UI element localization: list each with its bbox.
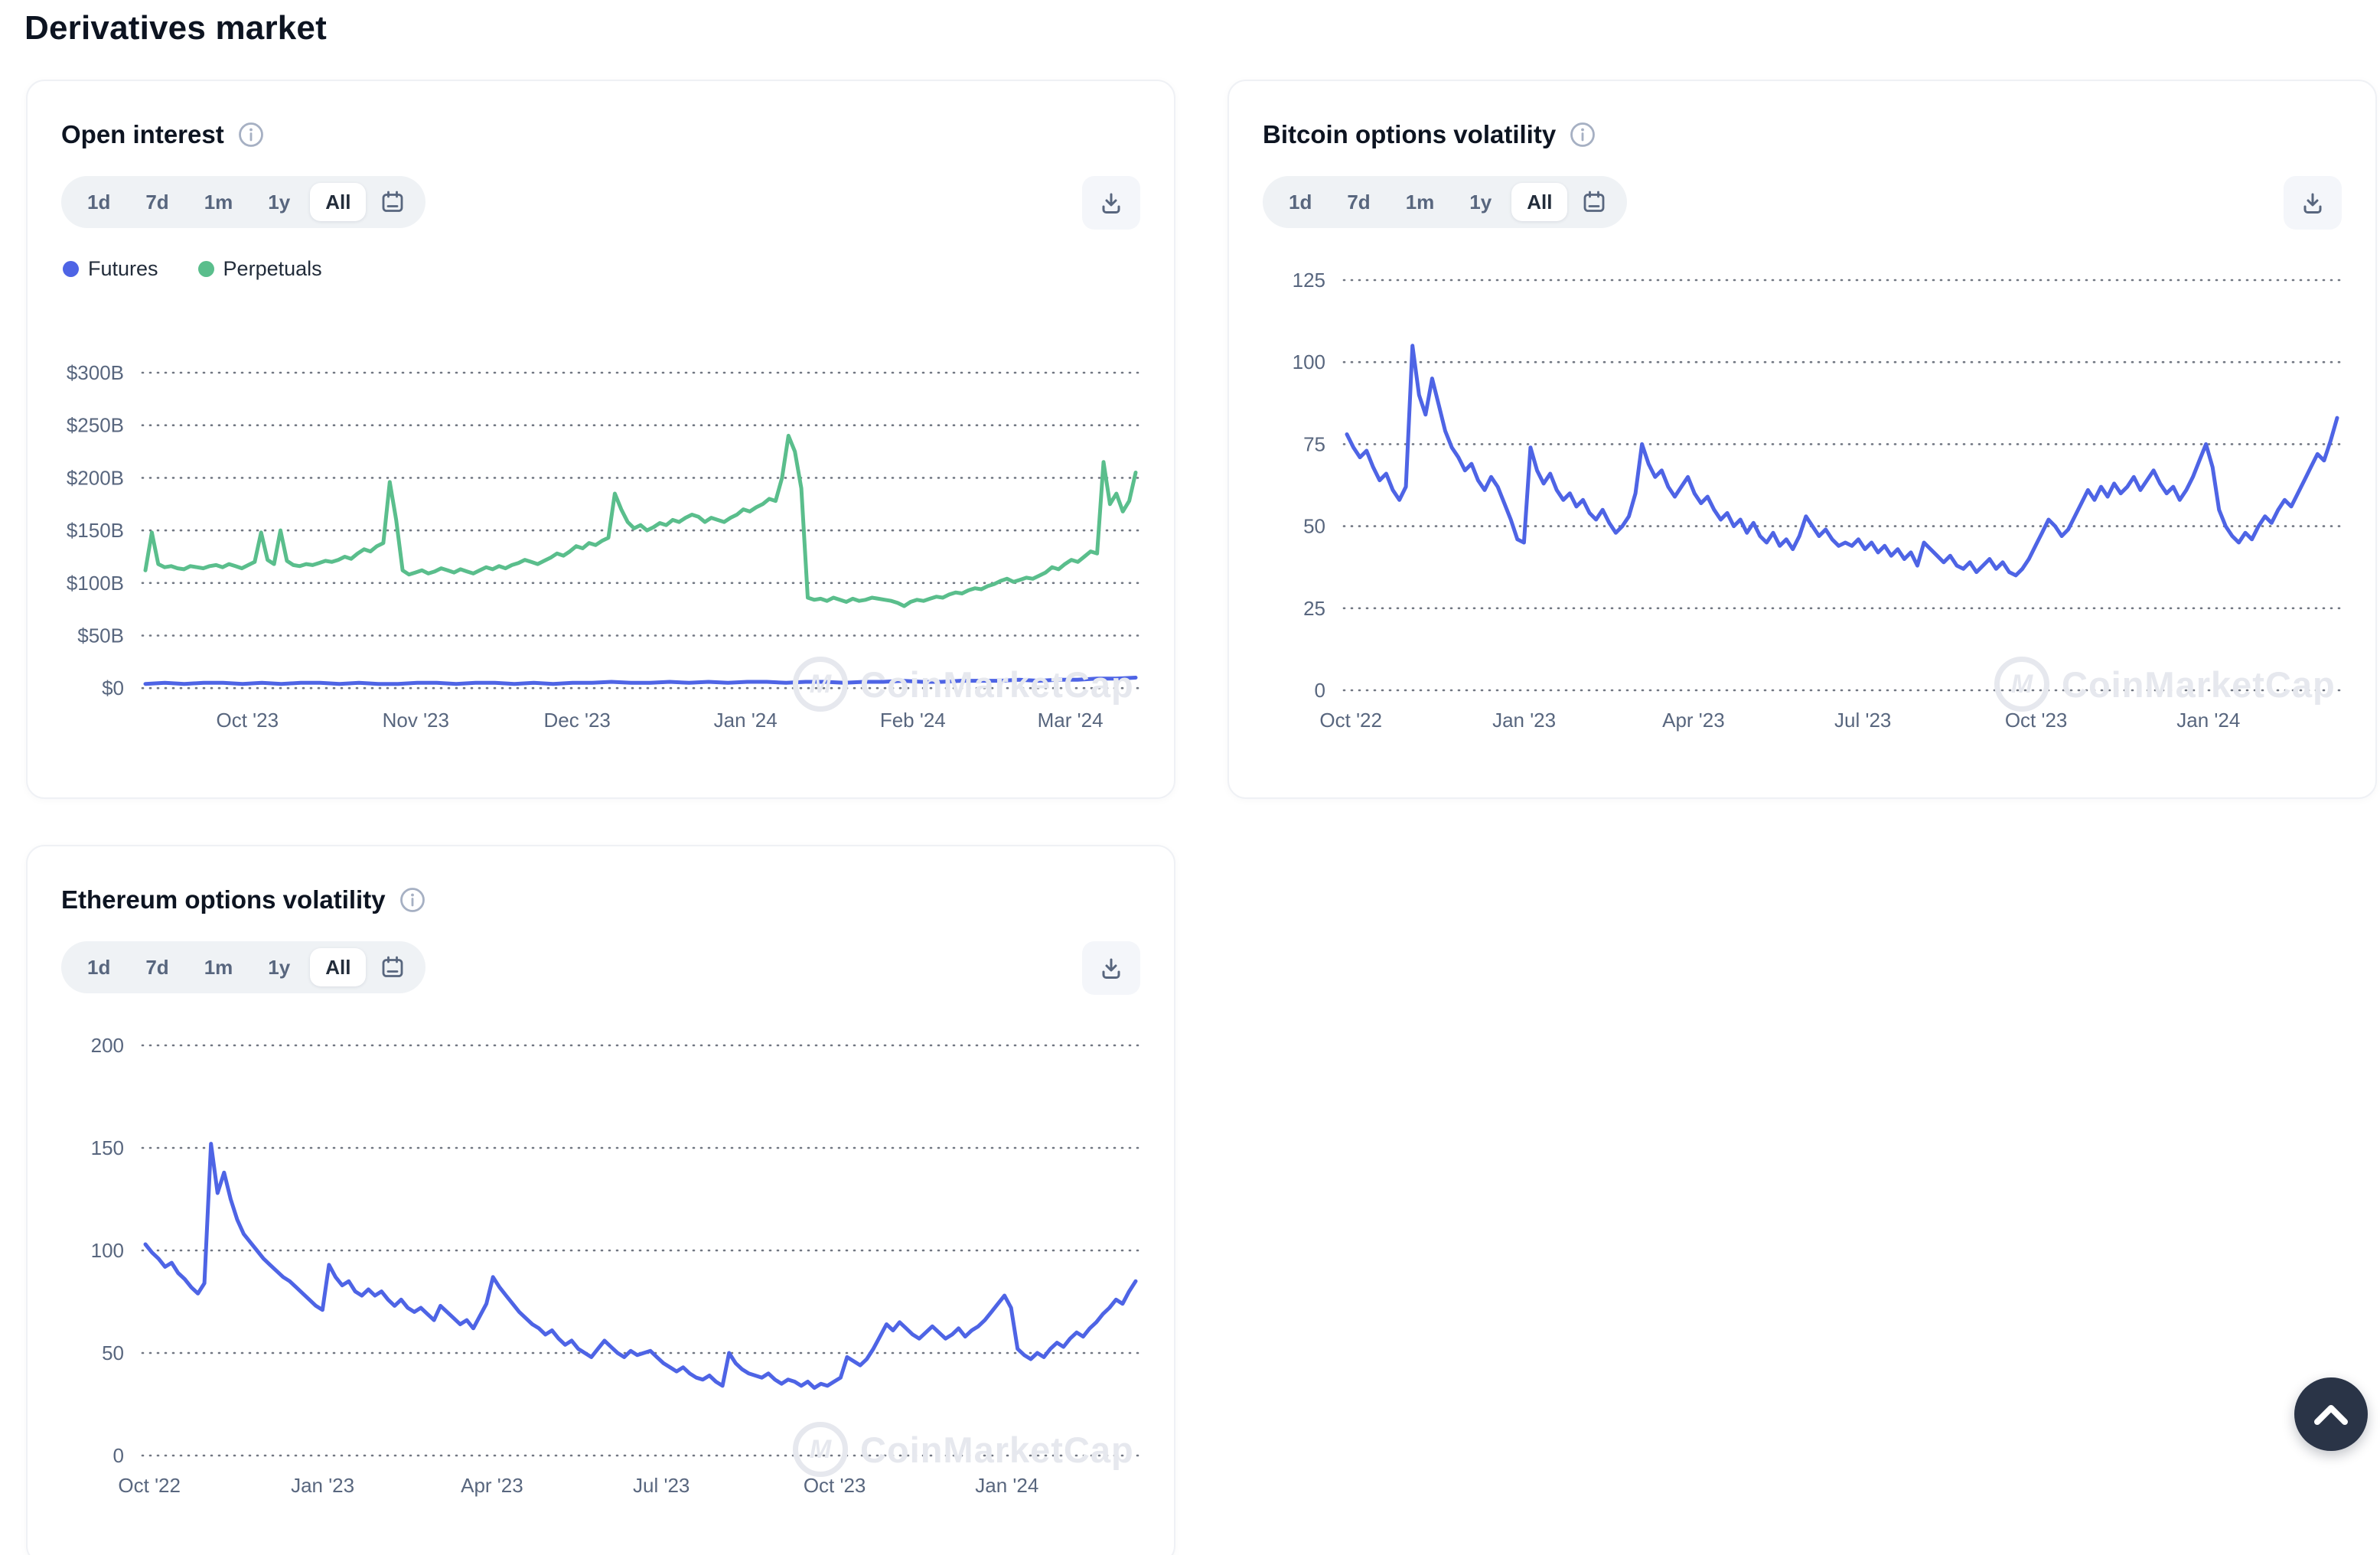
range-1y-button[interactable]: 1y xyxy=(253,948,305,986)
range-1m-button[interactable]: 1m xyxy=(189,948,249,986)
svg-text:25: 25 xyxy=(1303,597,1325,620)
time-range-selector: 1d 7d 1m 1y All xyxy=(1263,176,1628,228)
svg-text:125: 125 xyxy=(1293,269,1325,292)
range-all-button[interactable]: All xyxy=(1511,183,1568,221)
chart-title: Bitcoin options volatility xyxy=(1263,120,1557,148)
svg-text:Oct '22: Oct '22 xyxy=(1319,709,1382,732)
range-7d-button[interactable]: 7d xyxy=(1332,183,1385,221)
svg-text:Feb '24: Feb '24 xyxy=(880,709,946,732)
download-button[interactable] xyxy=(2284,176,2342,230)
card-header: Ethereum options volatility xyxy=(61,880,1140,920)
svg-text:Jul '23: Jul '23 xyxy=(1834,709,1891,732)
ethereum-volatility-card: Ethereum options volatility 1d 7d 1m 1y … xyxy=(26,845,1175,1555)
chart-title: Open interest xyxy=(61,120,224,148)
svg-text:Jan '24: Jan '24 xyxy=(2176,709,2240,732)
svg-text:Nov '23: Nov '23 xyxy=(383,709,449,732)
chart-title: Ethereum options volatility xyxy=(61,885,386,914)
svg-text:$0: $0 xyxy=(102,676,124,699)
svg-text:75: 75 xyxy=(1303,432,1325,455)
svg-text:100: 100 xyxy=(91,1239,124,1262)
range-1d-button[interactable]: 1d xyxy=(1273,183,1327,221)
svg-text:Jan '24: Jan '24 xyxy=(975,1474,1038,1497)
svg-text:$100B: $100B xyxy=(67,572,124,595)
bitcoin-volatility-card: Bitcoin options volatility 1d 7d 1m 1y A… xyxy=(1227,80,2377,799)
info-icon[interactable] xyxy=(238,122,264,148)
svg-text:200: 200 xyxy=(91,1034,124,1057)
time-range-selector: 1d 7d 1m 1y All xyxy=(61,176,426,228)
info-icon[interactable] xyxy=(399,887,425,913)
chevron-up-icon xyxy=(2311,1400,2351,1428)
chart-toolbar: 1d 7d 1m 1y All xyxy=(61,176,1140,230)
svg-text:Dec '23: Dec '23 xyxy=(544,709,611,732)
futures-dot xyxy=(63,260,79,277)
legend-item-perpetuals[interactable]: Perpetuals xyxy=(197,257,322,281)
card-header: Open interest xyxy=(61,115,1140,155)
svg-text:Mar '24: Mar '24 xyxy=(1038,709,1104,732)
svg-text:$250B: $250B xyxy=(67,414,124,437)
open-interest-card: Open interest 1d 7d 1m 1y All xyxy=(26,80,1175,799)
bitcoin-volatility-chart[interactable]: 125 100 75 50 25 0 Oct '22 Jan '23 Apr '23 Jul '2… xyxy=(1229,257,2377,753)
calendar-icon[interactable] xyxy=(370,183,415,221)
perpetuals-dot xyxy=(197,260,214,277)
svg-text:0: 0 xyxy=(1315,679,1325,702)
svg-text:$50B: $50B xyxy=(77,624,124,647)
svg-text:$150B: $150B xyxy=(67,519,124,542)
svg-text:$300B: $300B xyxy=(67,361,124,384)
svg-text:Jul '23: Jul '23 xyxy=(633,1474,690,1497)
card-header: Bitcoin options volatility xyxy=(1263,115,2342,155)
chart-toolbar: 1d 7d 1m 1y All xyxy=(61,941,1140,995)
svg-text:100: 100 xyxy=(1293,350,1325,373)
range-1d-button[interactable]: 1d xyxy=(72,183,126,221)
download-button[interactable] xyxy=(1082,941,1140,995)
svg-text:Jan '23: Jan '23 xyxy=(1492,709,1556,732)
chart-toolbar: 1d 7d 1m 1y All xyxy=(1263,176,2342,230)
svg-text:Oct '23: Oct '23 xyxy=(2005,709,2068,732)
svg-text:Apr '23: Apr '23 xyxy=(461,1474,523,1497)
svg-text:50: 50 xyxy=(1303,515,1325,538)
svg-text:150: 150 xyxy=(91,1136,124,1159)
svg-text:Apr '23: Apr '23 xyxy=(1662,709,1725,732)
ethereum-volatility-chart[interactable]: 200 150 100 50 0 Oct '22 Jan '23 Apr '23 Jul '23… xyxy=(28,1022,1175,1518)
range-1d-button[interactable]: 1d xyxy=(72,948,126,986)
svg-text:$200B: $200B xyxy=(67,466,124,489)
range-7d-button[interactable]: 7d xyxy=(130,183,184,221)
open-interest-chart[interactable]: $300B $250B $200B $150B $100B $50B $0 Oct '23 No… xyxy=(28,350,1175,748)
svg-text:Oct '23: Oct '23 xyxy=(804,1474,866,1497)
download-button[interactable] xyxy=(1082,176,1140,230)
svg-text:Jan '23: Jan '23 xyxy=(291,1474,354,1497)
scroll-to-top-button[interactable] xyxy=(2294,1377,2368,1451)
range-7d-button[interactable]: 7d xyxy=(130,948,184,986)
range-1m-button[interactable]: 1m xyxy=(189,183,249,221)
chart-legend: Futures Perpetuals xyxy=(63,256,1174,282)
range-1y-button[interactable]: 1y xyxy=(1454,183,1507,221)
range-1m-button[interactable]: 1m xyxy=(1391,183,1450,221)
svg-text:0: 0 xyxy=(113,1444,124,1467)
calendar-icon[interactable] xyxy=(370,948,415,986)
svg-text:Oct '22: Oct '22 xyxy=(118,1474,181,1497)
info-icon[interactable] xyxy=(1570,122,1596,148)
svg-text:Jan '24: Jan '24 xyxy=(714,709,778,732)
legend-item-futures[interactable]: Futures xyxy=(63,257,158,281)
time-range-selector: 1d 7d 1m 1y All xyxy=(61,941,426,993)
range-all-button[interactable]: All xyxy=(310,183,367,221)
page-title: Derivatives market xyxy=(24,9,327,47)
calendar-icon[interactable] xyxy=(1572,183,1616,221)
range-all-button[interactable]: All xyxy=(310,948,367,986)
svg-text:Oct '23: Oct '23 xyxy=(217,709,279,732)
svg-text:50: 50 xyxy=(102,1341,124,1364)
range-1y-button[interactable]: 1y xyxy=(253,183,305,221)
